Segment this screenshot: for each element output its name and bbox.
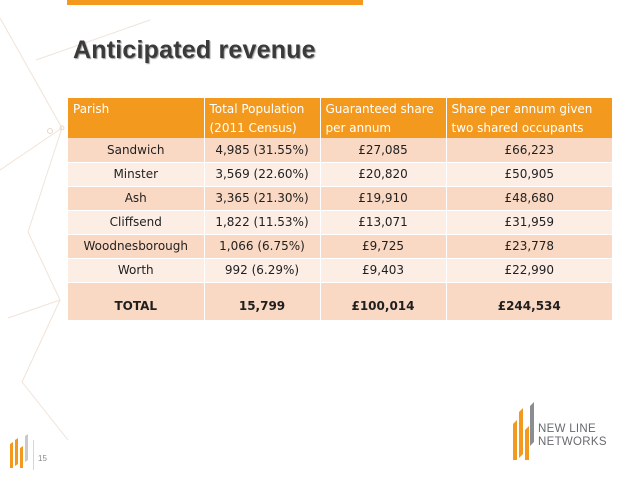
table-row: Sandwich 4,985 (31.55%) £27,085 £66,223 [68,138,612,163]
footer-divider [33,440,34,470]
footer-logo-mark [10,434,28,468]
cell-shared: £48,680 [446,186,612,211]
table-total-row: TOTAL 15,799 £100,014 £244,534 [68,282,612,321]
cell-parish: Woodnesborough [68,234,205,259]
cell-parish: Sandwich [68,138,205,163]
cell-shared: £31,959 [446,210,612,235]
cell-parish: Ash [68,186,205,211]
cell-shared: £23,778 [446,234,612,259]
cell-guaranteed: £9,403 [320,258,447,283]
brand-mark-icon [513,402,534,460]
header-guaranteed-line2: per annum [325,121,392,135]
table-row: Worth 992 (6.29%) £9,403 £22,990 [68,258,612,283]
cell-shared: £50,905 [446,162,612,187]
table-header-row: Parish Total Population (2011 Census) Gua… [68,98,612,138]
header-shared-line1: Share per annum given [451,102,593,116]
table-row: Woodnesborough 1,066 (6.75%) £9,725 £23,… [68,234,612,259]
table-row: Cliffsend 1,822 (11.53%) £13,071 £31,959 [68,210,612,235]
total-guaranteed: £100,014 [320,282,447,321]
cell-parish: Minster [68,162,205,187]
header-parish: Parish [68,98,205,138]
header-guaranteed-share: Guaranteed share per annum [320,98,447,138]
header-shared-line2: two shared occupants [451,121,584,135]
cell-guaranteed: £9,725 [320,234,447,259]
cell-guaranteed: £20,820 [320,162,447,187]
cell-population: 1,822 (11.53%) [204,210,321,235]
cell-population: 992 (6.29%) [204,258,321,283]
header-population-line2: (2011 Census) [209,121,297,135]
slide-title: Anticipated revenue [73,36,316,64]
total-shared: £244,534 [446,282,612,321]
cell-population: 3,569 (22.60%) [204,162,321,187]
brand-name: NEW LINE NETWORKS [538,423,607,449]
cell-guaranteed: £19,910 [320,186,447,211]
cell-guaranteed: £13,071 [320,210,447,235]
page-number: 15 [38,454,47,463]
cell-parish: Cliffsend [68,210,205,235]
header-shared-occupants: Share per annum given two shared occupant… [446,98,612,138]
cell-shared: £22,990 [446,258,612,283]
cell-population: 3,365 (21.30%) [204,186,321,211]
top-accent-bar [67,0,363,5]
brand-logo: NEW LINE NETWORKS [511,402,611,462]
header-guaranteed-line1: Guaranteed share [325,102,434,116]
brand-line2: NETWORKS [538,436,607,448]
total-label: TOTAL [68,282,205,321]
cell-parish: Worth [68,258,205,283]
cell-guaranteed: £27,085 [320,138,447,163]
cell-population: 4,985 (31.55%) [204,138,321,163]
brand-line1: NEW LINE [538,423,596,435]
revenue-table: Parish Total Population (2011 Census) Gua… [68,98,612,321]
header-total-population: Total Population (2011 Census) [204,98,321,138]
total-population: 15,799 [204,282,321,321]
table-row: Minster 3,569 (22.60%) £20,820 £50,905 [68,162,612,187]
cell-shared: £66,223 [446,138,612,163]
cell-population: 1,066 (6.75%) [204,234,321,259]
header-population-line1: Total Population [209,102,305,116]
header-parish-label: Parish [73,102,110,116]
table-row: Ash 3,365 (21.30%) £19,910 £48,680 [68,186,612,211]
